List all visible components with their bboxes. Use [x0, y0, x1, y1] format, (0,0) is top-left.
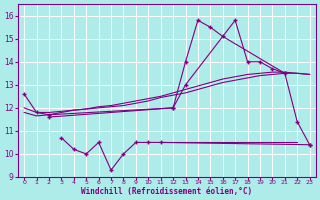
X-axis label: Windchill (Refroidissement éolien,°C): Windchill (Refroidissement éolien,°C) [81, 187, 252, 196]
